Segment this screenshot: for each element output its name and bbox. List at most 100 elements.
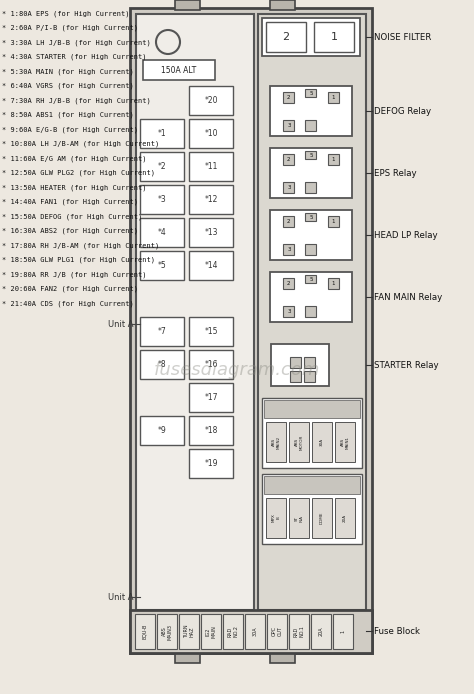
- Bar: [189, 350, 233, 379]
- Text: fusesdiagram.com: fusesdiagram.com: [154, 361, 320, 379]
- Bar: [140, 416, 184, 445]
- Bar: [175, 653, 200, 663]
- Text: * 13:50A HEATER (for High Current): * 13:50A HEATER (for High Current): [2, 184, 146, 190]
- Bar: [189, 317, 233, 346]
- Text: * 21:40A CDS (for High Current): * 21:40A CDS (for High Current): [2, 300, 134, 307]
- Bar: [306, 213, 317, 221]
- Bar: [270, 272, 352, 322]
- Bar: [312, 498, 332, 538]
- Text: NOISE FILTER: NOISE FILTER: [374, 33, 431, 42]
- Bar: [289, 614, 309, 649]
- Bar: [262, 474, 362, 544]
- Text: 5: 5: [309, 153, 313, 158]
- Bar: [306, 119, 317, 130]
- Text: 2: 2: [287, 219, 291, 223]
- Bar: [271, 344, 329, 386]
- Text: 20A: 20A: [319, 627, 323, 636]
- Bar: [290, 371, 301, 382]
- Bar: [283, 244, 294, 255]
- Text: * 18:50A GLW PLG1 (for High Current): * 18:50A GLW PLG1 (for High Current): [2, 257, 155, 263]
- Bar: [328, 278, 338, 289]
- Bar: [328, 153, 338, 164]
- Text: 2: 2: [283, 32, 290, 42]
- Text: EPS Relay: EPS Relay: [374, 169, 417, 178]
- Bar: [136, 14, 254, 610]
- Bar: [143, 60, 215, 80]
- Text: * 17:80A RH J/B-AM (for High Current): * 17:80A RH J/B-AM (for High Current): [2, 242, 159, 248]
- Text: EQU-B: EQU-B: [143, 624, 147, 639]
- Text: Unit A: Unit A: [108, 319, 134, 328]
- Bar: [264, 476, 360, 494]
- Text: * 8:50A ABS1 (for High Current): * 8:50A ABS1 (for High Current): [2, 112, 134, 118]
- Text: *12: *12: [204, 195, 218, 204]
- Bar: [266, 498, 286, 538]
- Text: 1: 1: [331, 280, 335, 285]
- Bar: [262, 398, 362, 468]
- Bar: [306, 151, 317, 159]
- Bar: [140, 317, 184, 346]
- Bar: [304, 371, 315, 382]
- Bar: [335, 498, 355, 538]
- Bar: [304, 357, 315, 368]
- Text: 3: 3: [287, 246, 291, 251]
- Bar: [262, 18, 360, 56]
- Text: OPC
CUT: OPC CUT: [272, 627, 283, 636]
- Bar: [290, 357, 301, 368]
- Text: *16: *16: [204, 360, 218, 369]
- Bar: [189, 119, 233, 148]
- Bar: [283, 278, 294, 289]
- Text: *17: *17: [204, 393, 218, 402]
- Bar: [270, 0, 295, 10]
- Bar: [201, 614, 221, 649]
- Text: 1: 1: [331, 94, 335, 99]
- Bar: [140, 185, 184, 214]
- Text: *20: *20: [204, 96, 218, 105]
- Bar: [289, 422, 309, 462]
- Text: 2: 2: [287, 157, 291, 162]
- Bar: [140, 218, 184, 247]
- Text: * 11:60A E/G AM (for High Current): * 11:60A E/G AM (for High Current): [2, 155, 146, 162]
- Bar: [189, 218, 233, 247]
- Text: RAD
NO.1: RAD NO.1: [293, 625, 304, 637]
- Text: 1: 1: [331, 157, 335, 162]
- Bar: [258, 14, 366, 610]
- Text: * 6:40A VGRS (for High Current): * 6:40A VGRS (for High Current): [2, 83, 134, 89]
- Bar: [328, 216, 338, 226]
- Text: 2: 2: [287, 94, 291, 99]
- Text: RAD
NO.2: RAD NO.2: [228, 625, 238, 637]
- Bar: [140, 119, 184, 148]
- Bar: [333, 614, 353, 649]
- Text: * 10:80A LH J/B-AM (for High Current): * 10:80A LH J/B-AM (for High Current): [2, 140, 159, 147]
- Text: *9: *9: [158, 426, 166, 435]
- Text: 30A: 30A: [253, 627, 257, 636]
- Bar: [223, 614, 243, 649]
- Text: *8: *8: [158, 360, 166, 369]
- Text: DOME: DOME: [320, 511, 324, 524]
- Text: *10: *10: [204, 129, 218, 138]
- Text: * 7:30A RH J/B-B (for High Current): * 7:30A RH J/B-B (for High Current): [2, 97, 151, 103]
- Text: * 9:60A E/G-B (for High Current): * 9:60A E/G-B (for High Current): [2, 126, 138, 133]
- Bar: [189, 383, 233, 412]
- Text: *2: *2: [158, 162, 166, 171]
- Text: *15: *15: [204, 327, 218, 336]
- Bar: [140, 350, 184, 379]
- Bar: [283, 305, 294, 316]
- Bar: [175, 0, 200, 10]
- Bar: [189, 86, 233, 115]
- Text: *18: *18: [204, 426, 218, 435]
- Text: 2: 2: [287, 280, 291, 285]
- Text: 5: 5: [309, 214, 313, 219]
- Text: 20A: 20A: [343, 514, 347, 522]
- Text: 3: 3: [287, 309, 291, 314]
- Bar: [267, 614, 287, 649]
- Text: * 20:60A FAN2 (for High Current): * 20:60A FAN2 (for High Current): [2, 285, 138, 292]
- Text: Unit A: Unit A: [108, 593, 134, 602]
- Bar: [283, 92, 294, 103]
- Text: *5: *5: [158, 261, 166, 270]
- Bar: [270, 148, 352, 198]
- Text: * 2:60A P/I-B (for High Current): * 2:60A P/I-B (for High Current): [2, 24, 138, 31]
- Text: *11: *11: [204, 162, 218, 171]
- Text: *3: *3: [158, 195, 166, 204]
- Text: *13: *13: [204, 228, 218, 237]
- Bar: [140, 152, 184, 181]
